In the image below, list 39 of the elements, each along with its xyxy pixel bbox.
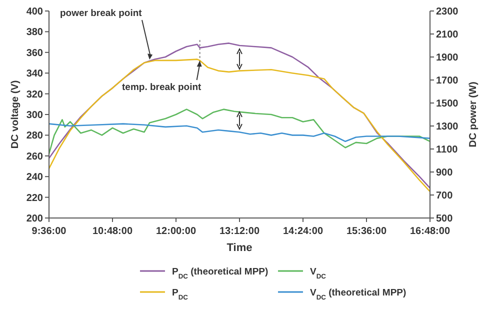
legend-label: V$_{DC}$ (310, 266, 326, 280)
y2-tick-label: 2100 (436, 30, 459, 40)
y-tick-label: 260 (26, 151, 44, 162)
y2-tick-label: 700 (436, 190, 454, 202)
x-tick-label: 13:12:00 (219, 226, 260, 237)
x-tick-label: 16:48:00 (410, 226, 450, 237)
y-tick-label: 360 (26, 48, 44, 59)
y-axis-title: DC voltage (V) (10, 80, 21, 149)
annotation: temp. break point (122, 82, 202, 93)
x-tick-label: 9:36:00 (32, 226, 67, 237)
x-axis-title: Time (226, 242, 252, 254)
y2-axis-title: DC power (W) (468, 82, 479, 148)
y-tick-label: 320 (26, 89, 44, 100)
y-tick-label: 200 (26, 214, 44, 224)
y-tick-label: 220 (26, 192, 44, 204)
line-series (48, 123, 431, 142)
y-tick-label: 240 (26, 172, 44, 184)
x-tick-label: 12:00:00 (156, 226, 196, 237)
x-tick-label: 10:48:00 (92, 226, 133, 237)
line-series (48, 108, 431, 154)
legend-label: P$_{DC}$ (theoretical MPP) (172, 266, 268, 280)
annotation: power break point (60, 8, 143, 19)
y2-tick-label: 1500 (436, 98, 459, 110)
y2-tick-label: 1700 (436, 76, 459, 86)
y2-tick-label: 1100 (436, 144, 458, 156)
y-tick-label: 400 (26, 6, 44, 18)
y2-tick-label: 900 (436, 168, 454, 178)
y-tick-label: 340 (26, 68, 44, 80)
legend-label: P$_{DC}$ (172, 287, 188, 301)
y2-tick-label: 500 (436, 214, 454, 224)
x-tick-label: 14:24:00 (282, 226, 324, 237)
y-tick-label: 380 (26, 27, 44, 38)
y2-tick-label: 2300 (436, 6, 459, 18)
y2-tick-label: 1900 (436, 52, 459, 64)
y-tick-label: 280 (26, 130, 44, 142)
legend-label: V$_{DC}$ (theoretical MPP) (310, 287, 406, 301)
y2-tick-label: 1300 (436, 122, 459, 132)
x-tick-label: 15:36:00 (346, 226, 387, 237)
y-tick-label: 300 (26, 110, 44, 121)
